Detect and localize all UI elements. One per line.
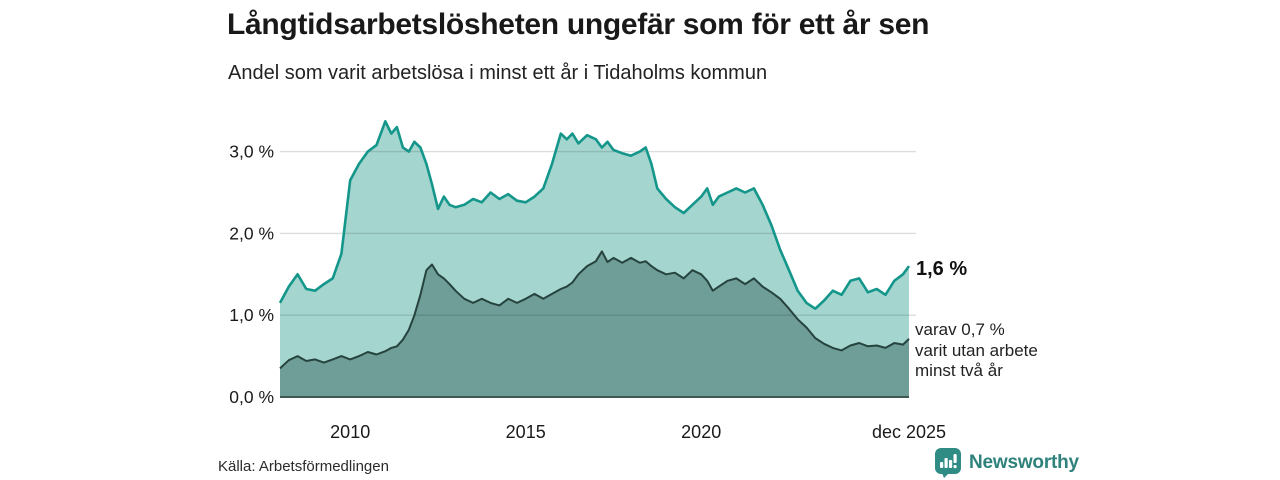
- secondary-annotation-line3: minst två år: [915, 361, 1003, 380]
- y-axis-tick-label: 0,0 %: [229, 387, 274, 407]
- x-axis-tick-label: 2020: [681, 422, 721, 442]
- page-title: Långtidsarbetslösheten ungefär som för e…: [227, 8, 930, 41]
- y-axis-tick-label: 2,0 %: [229, 223, 274, 243]
- newsworthy-bubble-icon: [935, 448, 961, 478]
- newsworthy-wordmark: Newsworthy: [969, 451, 1079, 473]
- series-line-min-two-years: [279, 250, 910, 370]
- page-subtitle: Andel som varit arbetslösa i minst ett å…: [228, 62, 768, 84]
- secondary-annotation: varav 0,7 % varit utan arbete minst två …: [915, 320, 1038, 382]
- x-axis-tick-label: 2010: [330, 422, 370, 442]
- source-credit: Källa: Arbetsförmedlingen: [218, 458, 389, 475]
- series-area-min-two-years: [280, 251, 909, 397]
- newsworthy-logo: Newsworthy: [934, 447, 1079, 478]
- secondary-annotation-line2: varit utan arbete: [915, 340, 1038, 360]
- latest-value-label: 1,6 %: [916, 258, 968, 280]
- y-axis-tick-label: 3,0 %: [229, 142, 274, 162]
- x-axis-tick-label: dec 2025: [872, 422, 946, 442]
- series-line-min-one-year: [278, 120, 911, 310]
- secondary-annotation-line1: varav 0,7 %: [915, 320, 1005, 339]
- x-axis-tick-label: 2015: [506, 422, 546, 442]
- y-axis-tick-label: 1,0 %: [229, 305, 274, 325]
